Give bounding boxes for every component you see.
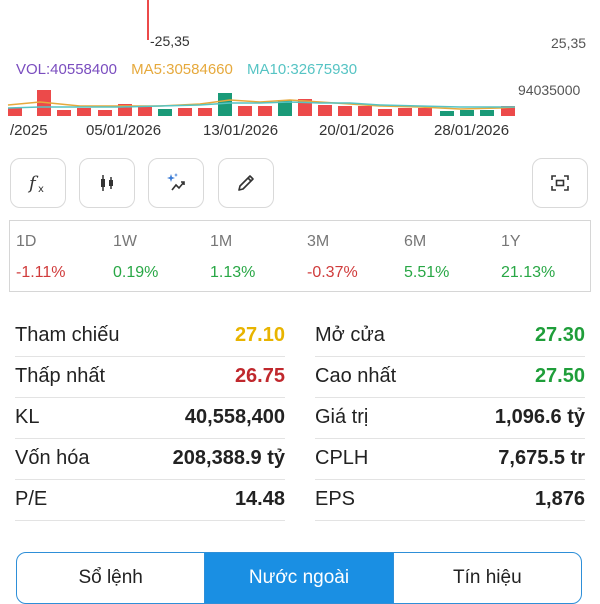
low-price-marker: -25,35: [150, 33, 190, 49]
stat-value: 40,558,400: [184, 406, 285, 428]
perf-1y[interactable]: 1Y 21.13%: [495, 221, 591, 293]
stat-label: Mở cửa: [315, 324, 385, 346]
stat-value: 26.75: [234, 365, 285, 387]
stat-market-cap: Vốn hóa 208,388.9 tỷ: [15, 439, 285, 480]
stat-reference: Tham chiếu 27.10: [15, 316, 285, 357]
tab-foreign[interactable]: Nước ngoài: [204, 553, 393, 603]
date-tick: 05/01/2026: [86, 122, 162, 139]
volume-bars: [7, 90, 516, 116]
stat-high: Cao nhất 27.50: [315, 357, 585, 398]
tab-signals[interactable]: Tín hiệu: [392, 553, 581, 603]
stat-open: Mở cửa 27.30: [315, 316, 585, 357]
bottom-tab-bar: Sổ lệnh Nước ngoài Tín hiệu: [16, 552, 582, 604]
perf-1d[interactable]: 1D -1.11%: [10, 221, 106, 293]
ma10-legend-item: MA10:32675930: [247, 61, 358, 78]
stat-label: EPS: [315, 488, 356, 510]
perf-value: 0.19%: [113, 264, 159, 281]
date-tick: /2025: [10, 122, 48, 139]
perf-1m[interactable]: 1M 1.13%: [204, 221, 300, 293]
stat-shares-outstanding: CPLH 7,675.5 tr: [315, 439, 585, 480]
stat-value: 1,876: [534, 488, 585, 510]
perf-label: 1Y: [501, 233, 521, 250]
stat-value: 27.50: [534, 365, 585, 387]
function-button[interactable]: f x: [10, 158, 66, 208]
perf-label: 1W: [113, 233, 137, 250]
draw-button[interactable]: [218, 158, 274, 208]
perf-value: -1.11%: [16, 264, 66, 281]
candlestick-icon: [101, 175, 113, 191]
svg-text:x: x: [38, 184, 44, 195]
perf-label: 1D: [16, 233, 37, 250]
stat-value: 27.10: [234, 324, 285, 346]
ma10-line: [7, 101, 515, 109]
ma5-legend-item: MA5:30584660: [131, 61, 233, 78]
stat-low: Thấp nhất 26.75: [15, 357, 285, 398]
stat-value: 7,675.5 tr: [498, 447, 585, 469]
stat-label: Thấp nhất: [15, 365, 106, 387]
price-wick: [147, 0, 149, 40]
date-tick: 28/01/2026: [434, 122, 510, 139]
stat-label: KL: [15, 406, 40, 428]
date-tick: 13/01/2026: [203, 122, 279, 139]
stat-label: Cao nhất: [315, 365, 397, 387]
stat-value: 208,388.9 tỷ: [172, 447, 285, 469]
perf-value: 21.13%: [501, 264, 556, 281]
stats-left-column: Tham chiếu 27.10 Thấp nhất 26.75 KL 40,5…: [15, 316, 285, 526]
function-icon: f x: [27, 173, 44, 195]
stat-label: P/E: [15, 488, 48, 510]
screen-capture-button[interactable]: [532, 158, 588, 208]
tab-order-book[interactable]: Sổ lệnh: [78, 567, 143, 588]
perf-value: 5.51%: [404, 264, 450, 281]
stat-volume: KL 40,558,400: [15, 398, 285, 439]
vol-legend-item: VOL:40558400: [16, 61, 117, 78]
stat-eps: EPS 1,876: [315, 480, 585, 521]
sparkle-chart-icon: [167, 173, 185, 191]
perf-1w[interactable]: 1W 0.19%: [107, 221, 203, 293]
stat-label: Tham chiếu: [15, 324, 120, 346]
stat-label: Giá trị: [315, 406, 369, 428]
perf-6m[interactable]: 6M 5.51%: [398, 221, 494, 293]
stat-value: 1,096.6 tỷ: [494, 406, 585, 428]
screen-capture-icon: [551, 175, 569, 191]
perf-value: 1.13%: [210, 264, 256, 281]
date-tick: 20/01/2026: [319, 122, 395, 139]
perf-label: 6M: [404, 233, 427, 250]
ma5-line: [7, 99, 516, 110]
right-axis-volume: 94035000: [518, 82, 581, 98]
stat-value: 27.30: [534, 324, 585, 346]
perf-label: 1M: [210, 233, 233, 250]
perf-value: -0.37%: [307, 264, 358, 281]
perf-3m[interactable]: 3M -0.37%: [301, 221, 397, 293]
right-axis-price: 25,35: [551, 35, 587, 51]
stats-right-column: Mở cửa 27.30 Cao nhất 27.50 Giá trị 1,09…: [315, 316, 585, 526]
stat-value: 14.48: [234, 488, 285, 510]
performance-strip: 1D -1.11% 1W 0.19% 1M 1.13% 3M -0.37% 6M…: [9, 220, 591, 292]
perf-label: 3M: [307, 233, 330, 250]
stat-value-traded: Giá trị 1,096.6 tỷ: [315, 398, 585, 439]
stat-pe: P/E 14.48: [15, 480, 285, 521]
ai-analysis-button[interactable]: [148, 158, 204, 208]
volume-chart-area[interactable]: -25,35 25,35 VOL:40558400 MA5:30584660 M…: [0, 0, 600, 150]
candlestick-button[interactable]: [79, 158, 135, 208]
pencil-icon: [238, 175, 254, 191]
volume-bar-group: [8, 90, 515, 116]
volume-legend: VOL:40558400 MA5:30584660 MA10:32675930: [16, 61, 367, 78]
stat-label: CPLH: [315, 447, 369, 469]
stat-label: Vốn hóa: [15, 447, 90, 469]
